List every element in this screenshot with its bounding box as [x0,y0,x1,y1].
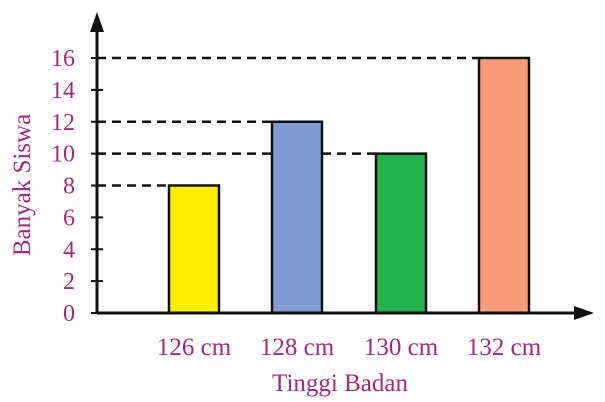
y-ticks: 0 2 4 6 8 10 12 14 16 [51,46,103,327]
bars [167,56,531,315]
y-tick-label: 8 [63,174,75,200]
reference-lines [97,56,479,187]
y-tick-label: 6 [63,205,75,231]
y-tick-label: 10 [51,142,75,168]
y-tick-label: 2 [63,269,75,295]
x-axis-title: Tinggi Badan [272,370,408,397]
bar [270,120,324,315]
bar [374,152,428,315]
y-tick-label: 0 [63,301,75,327]
x-tick-label: 130 cm [364,334,439,361]
y-tick-label: 12 [51,110,75,136]
y-axis-title: Banyak Siswa [9,114,36,256]
bar [477,56,531,315]
axes [90,12,594,320]
x-tick-labels: 126 cm 128 cm 130 cm 132 cm [157,334,542,361]
x-axis-arrow-icon [574,306,594,320]
y-tick-label: 16 [51,46,75,72]
x-tick-label: 128 cm [260,334,335,361]
y-axis-arrow-icon [90,12,104,32]
x-tick-label: 132 cm [467,334,542,361]
y-tick-label: 14 [51,78,75,104]
x-tick-label: 126 cm [157,334,232,361]
bar [167,184,221,315]
y-tick-label: 4 [63,237,75,263]
